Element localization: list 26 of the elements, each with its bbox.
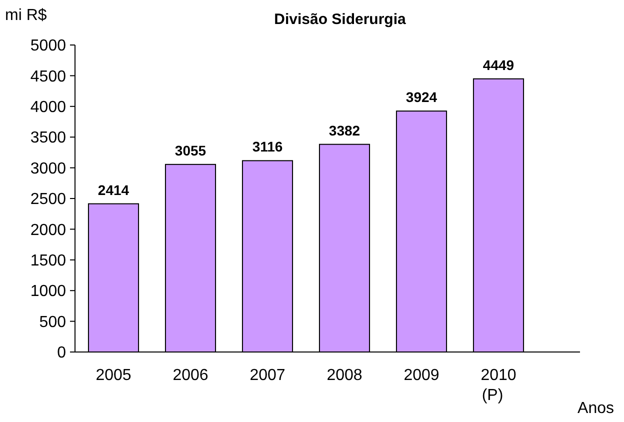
x-tick-label: 2007 [250, 367, 286, 384]
y-tick-label: 3500 [30, 130, 66, 147]
chart-title: Divisão Siderurgia [274, 11, 407, 28]
data-label: 4449 [482, 56, 514, 73]
data-label: 3116 [252, 138, 283, 155]
data-label: 3055 [174, 142, 206, 158]
y-tick-label: 3000 [30, 160, 66, 178]
x-tick-label: 2006 [172, 367, 208, 384]
x-tick-label: 2009 [404, 367, 440, 384]
data-label: 3924 [406, 89, 438, 106]
y-tick-label: 4500 [30, 68, 66, 86]
x-tick-label: 2008 [326, 367, 362, 384]
x-tick-label: 2005 [96, 367, 132, 384]
y-tick-label: 1500 [30, 252, 66, 270]
y-tick-label: 0 [57, 344, 66, 362]
y-tick-label: 2000 [30, 222, 66, 239]
data-label: 2414 [98, 182, 130, 198]
y-tick-label: 500 [39, 314, 66, 331]
y-tick-label: 1000 [30, 283, 66, 300]
y-tick-label: 5000 [30, 38, 66, 55]
data-label: 3382 [328, 122, 360, 138]
x-axis-title: Anos [578, 400, 614, 417]
y-axis-title: mi R$ [5, 7, 47, 24]
y-tick-label: 2500 [30, 191, 66, 208]
y-tick-label: 4000 [30, 99, 66, 116]
x-tick-label: 2010 (P) [480, 367, 516, 404]
